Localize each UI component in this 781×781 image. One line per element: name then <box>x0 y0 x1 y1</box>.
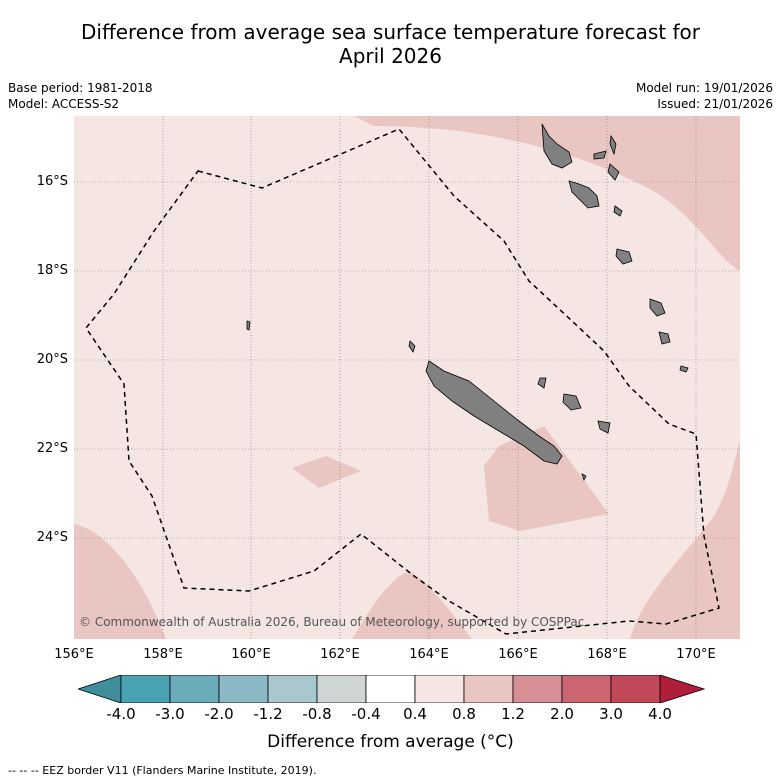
colorbar-segments <box>120 675 661 703</box>
eez-legend-note: -- -- -- EEZ border V11 (Flanders Marine… <box>8 764 317 777</box>
islet-b <box>613 205 623 217</box>
lon-label-168e: 168°E <box>587 647 627 662</box>
maewo-island <box>609 134 617 156</box>
anomaly-field-background <box>74 116 740 639</box>
islet <box>408 340 416 353</box>
lifou-island <box>562 393 582 411</box>
lon-label-160e: 160°E <box>231 647 271 662</box>
colorbar-label: 0.4 <box>403 705 427 723</box>
colorbar-segment <box>610 675 661 703</box>
colorbar-segment <box>316 675 367 703</box>
warm-region-southwest <box>74 524 166 639</box>
tanna-island <box>658 331 671 345</box>
colorbar-extend-low <box>78 675 122 703</box>
lon-label-156e: 156°E <box>54 647 94 662</box>
lat-label-16s: 16°S <box>36 174 68 189</box>
efate-island <box>615 248 633 265</box>
model-run: Model run: 19/01/2026 <box>635 81 773 95</box>
model-name: Model: ACCESS-S2 <box>8 97 120 111</box>
colorbar <box>78 675 705 703</box>
colorbar-label: 3.0 <box>599 705 623 723</box>
colorbar-segment <box>463 675 514 703</box>
colorbar-label: 0.8 <box>452 705 476 723</box>
malakula-island <box>568 180 600 209</box>
colorbar-extend-high <box>659 675 705 703</box>
colorbar-label: -1.2 <box>253 705 283 723</box>
aneityum-island <box>679 365 689 373</box>
lon-label-164e: 164°E <box>409 647 449 662</box>
colorbar-segment <box>267 675 318 703</box>
mare-island <box>597 420 611 434</box>
espiritu-santo-island <box>541 123 573 169</box>
colorbar-segment <box>414 675 465 703</box>
colorbar-label: 4.0 <box>648 705 672 723</box>
lat-label-20s: 20°S <box>36 352 68 367</box>
islet-south <box>581 473 587 482</box>
colorbar-segment <box>561 675 612 703</box>
erromango-island <box>649 298 666 317</box>
issued-date: Issued: 21/01/2026 <box>657 97 773 111</box>
new-caledonia-island <box>425 360 563 465</box>
lon-label-158e: 158°E <box>143 647 183 662</box>
colorbar-label: -4.0 <box>106 705 136 723</box>
sst-anomaly-map: © Commonwealth of Australia 2026, Bureau… <box>74 116 740 639</box>
eez-border <box>85 128 720 635</box>
meta-left: Base period: 1981-2018 Model: ACCESS-S2 <box>8 80 153 112</box>
colorbar-label: -3.0 <box>155 705 185 723</box>
lon-label-162e: 162°E <box>320 647 360 662</box>
colorbar-segment <box>365 675 416 703</box>
map-title: Difference from average sea surface temp… <box>0 20 781 68</box>
colorbar-label: -0.8 <box>302 705 332 723</box>
colorbar-segment <box>218 675 269 703</box>
loyalty-islet <box>537 377 547 389</box>
landmasses <box>246 123 689 482</box>
title-line-2: April 2026 <box>339 44 442 68</box>
base-period: Base period: 1981-2018 <box>8 81 153 95</box>
warm-region-southeast <box>630 441 740 639</box>
lon-label-166e: 166°E <box>498 647 538 662</box>
colorbar-segment <box>512 675 563 703</box>
lat-label-18s: 18°S <box>36 263 68 278</box>
lon-label-170e: 170°E <box>676 647 716 662</box>
map-copyright: © Commonwealth of Australia 2026, Bureau… <box>79 615 584 629</box>
colorbar-label: 1.2 <box>501 705 525 723</box>
colorbar-segment <box>120 675 171 703</box>
colorbar-label: -2.0 <box>204 705 234 723</box>
colorbar-label: -0.4 <box>351 705 381 723</box>
warm-region-new-caledonia <box>484 426 609 531</box>
pentecost-island <box>607 163 620 181</box>
meta-right: Model run: 19/01/2026 Issued: 21/01/2026 <box>636 80 773 112</box>
lat-label-24s: 24°S <box>36 530 68 545</box>
colorbar-label: 2.0 <box>550 705 574 723</box>
chesterfield-islet <box>246 320 251 331</box>
warm-region-northeast <box>354 116 740 271</box>
warm-region-west <box>292 456 361 488</box>
colorbar-title: Difference from average (°C) <box>267 732 514 752</box>
title-line-1: Difference from average sea surface temp… <box>80 20 700 44</box>
vanuatu-islet <box>593 150 607 160</box>
warm-region-south <box>352 571 472 639</box>
graticule <box>74 116 740 639</box>
lat-label-22s: 22°S <box>36 441 68 456</box>
colorbar-segment <box>169 675 220 703</box>
